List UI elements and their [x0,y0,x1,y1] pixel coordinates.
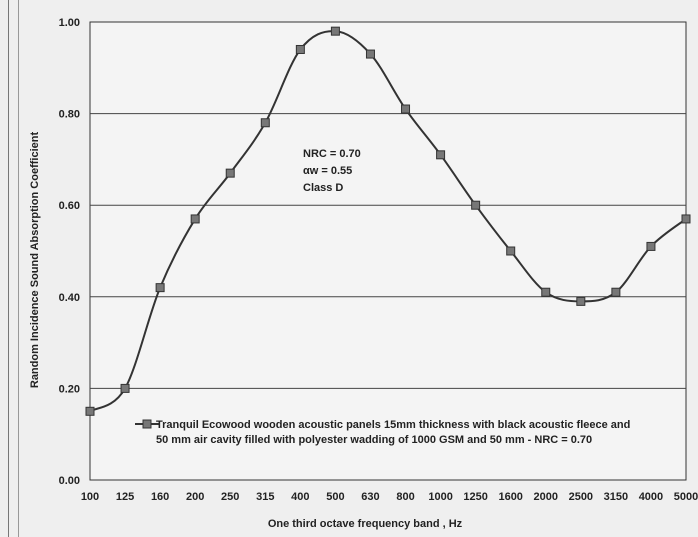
data-point [647,242,655,250]
x-tick-label: 500 [326,491,344,503]
y-tick-label: 0.00 [59,475,80,487]
x-tick-label: 160 [151,491,169,503]
x-tick-label: 1000 [428,491,452,503]
x-tick-label: 125 [116,491,134,503]
data-point [402,105,410,113]
x-tick-label: 5000 [674,491,698,503]
legend-text-line-2: 50 mm air cavity filled with polyester w… [156,434,592,446]
data-point [86,407,94,415]
x-tick-label: 2000 [534,491,558,503]
x-tick-label: 3150 [604,491,628,503]
y-tick-label: 0.20 [59,383,80,395]
data-point [296,45,304,53]
x-tick-label: 315 [256,491,274,503]
y-tick-labels: 0.00 0.20 0.40 0.60 0.80 1.00 [59,17,80,487]
legend-text-line-1: Tranquil Ecowood wooden acoustic panels … [156,419,630,431]
data-point [226,169,234,177]
plot-area [90,22,686,480]
alpha-w-annotation: αw = 0.55 [303,165,352,177]
y-axis-title: Random Incidence Sound Absorption Coeffi… [29,132,41,389]
x-tick-label: 800 [396,491,414,503]
data-point [261,119,269,127]
x-tick-label: 100 [81,491,99,503]
class-annotation: Class D [303,182,343,194]
y-tick-label: 0.40 [59,292,80,304]
data-point [612,288,620,296]
x-tick-label: 4000 [639,491,663,503]
data-point [331,27,339,35]
x-tick-label: 1600 [498,491,522,503]
x-tick-label: 1250 [463,491,487,503]
y-tick-label: 0.60 [59,200,80,212]
data-point [682,215,690,223]
data-point [121,384,129,392]
x-tick-labels: 100 125 160 200 250 315 400 500 630 800 1000 1250 16… [81,491,698,503]
legend-marker-swatch [143,420,151,428]
data-point [472,201,480,209]
data-point [577,297,585,305]
gridlines [90,22,686,480]
data-point [542,288,550,296]
data-point [437,151,445,159]
data-point [156,284,164,292]
data-point [366,50,374,58]
x-tick-label: 400 [291,491,309,503]
x-axis-title: One third octave frequency band , Hz [268,518,463,530]
x-tick-label: 630 [361,491,379,503]
x-tick-label: 2500 [569,491,593,503]
y-tick-label: 0.80 [59,109,80,121]
x-tick-label: 200 [186,491,204,503]
data-point [191,215,199,223]
x-tick-label: 250 [221,491,239,503]
y-tick-label: 1.00 [59,17,80,29]
data-point [507,247,515,255]
nrc-annotation: NRC = 0.70 [303,148,361,160]
